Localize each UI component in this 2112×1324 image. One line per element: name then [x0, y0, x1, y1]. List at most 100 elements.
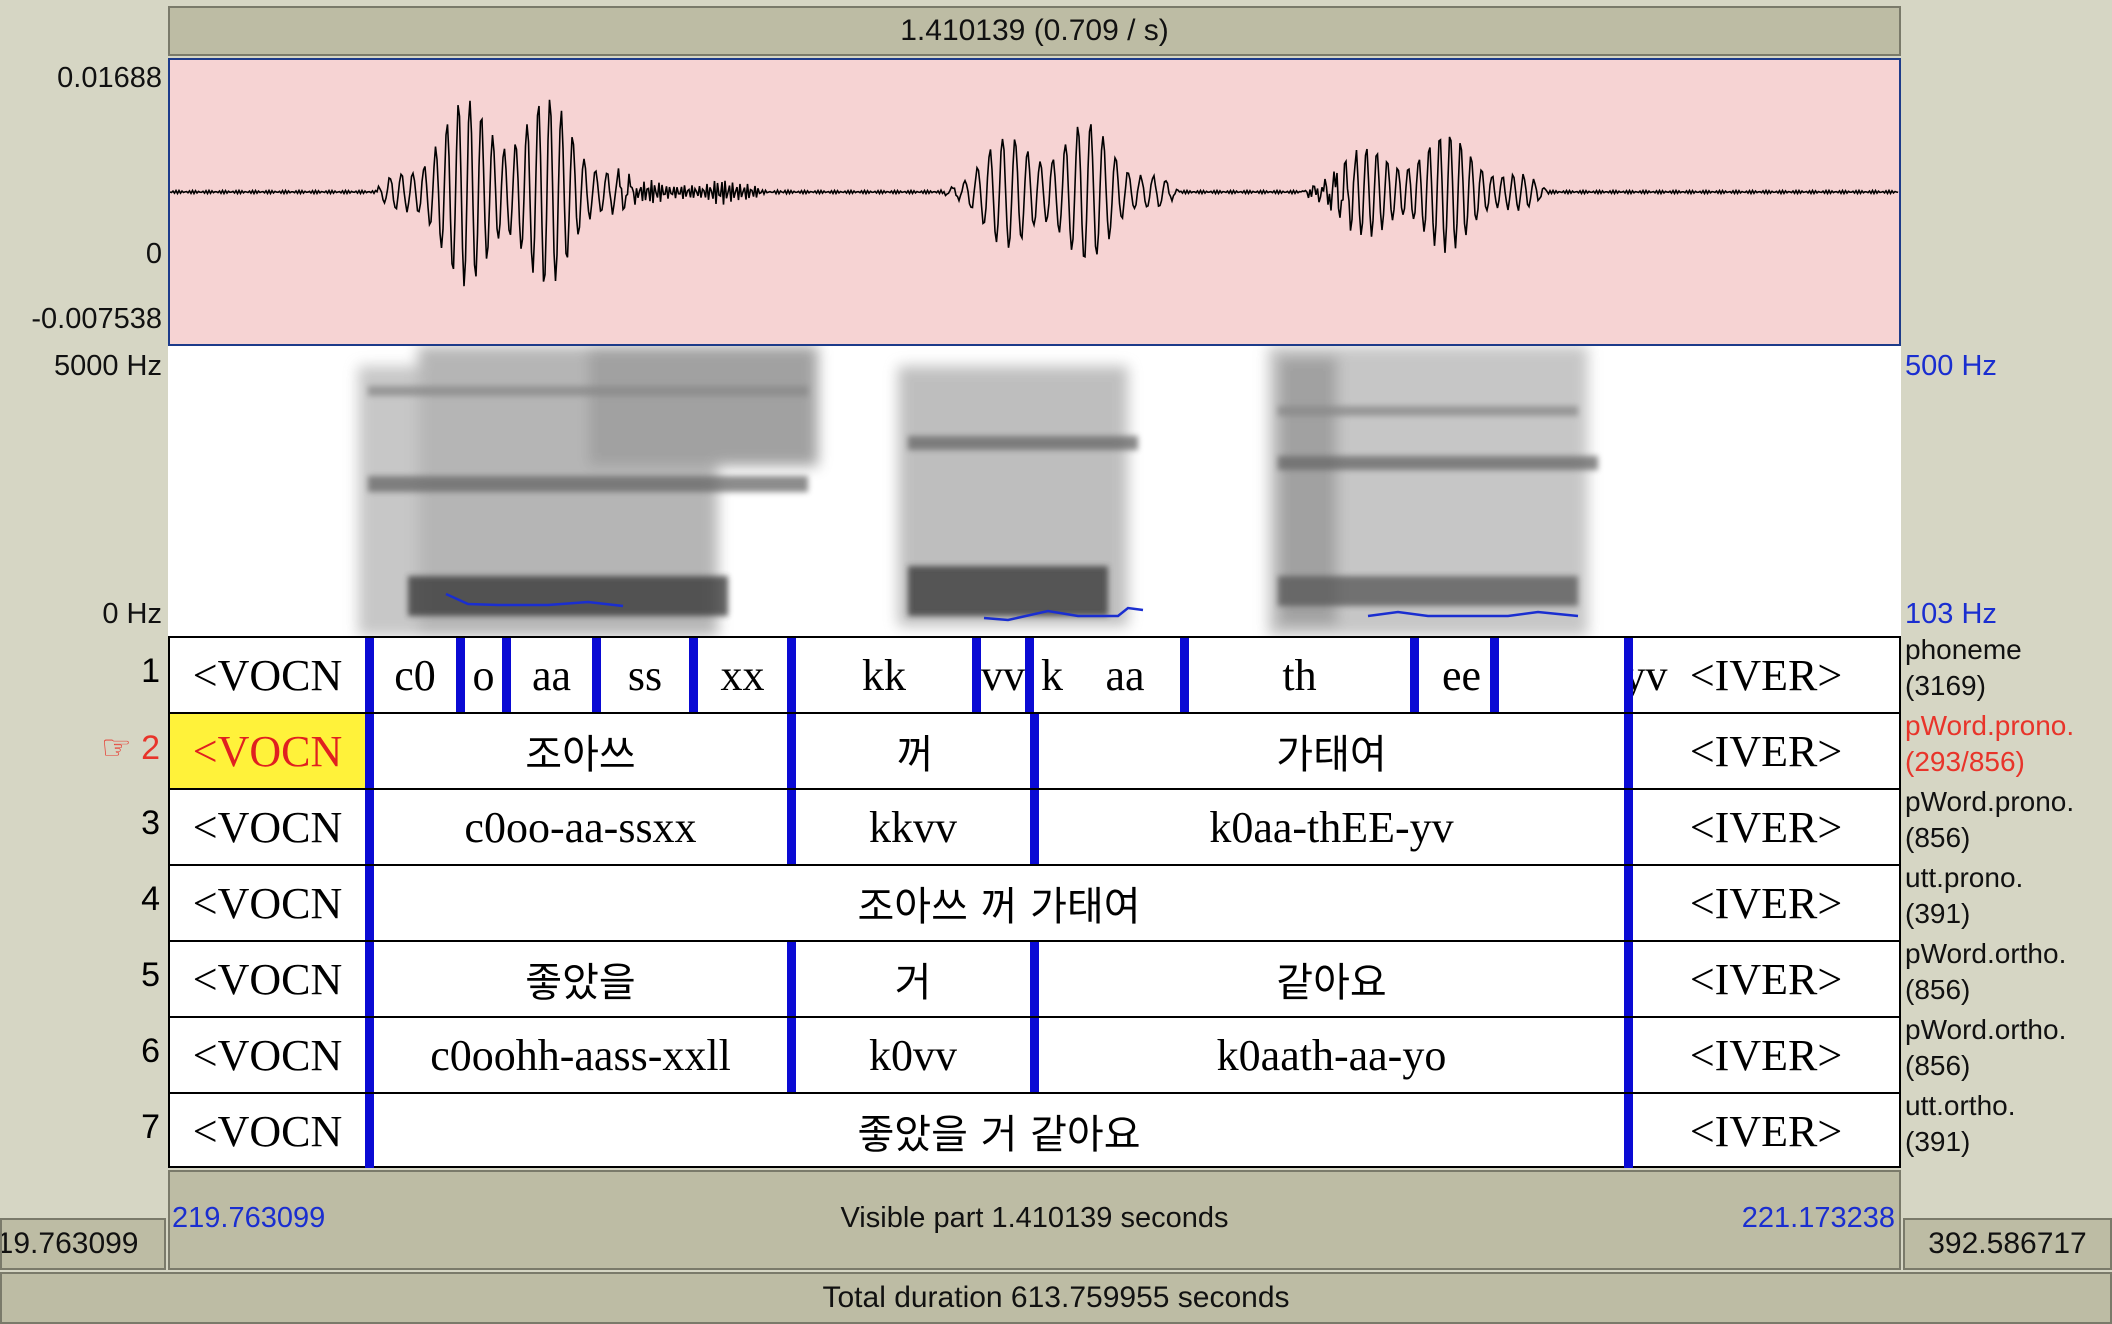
- interval[interactable]: kk: [862, 650, 906, 700]
- pitch-bottom-label: 103 Hz: [1905, 598, 1997, 630]
- spectrogram-panel[interactable]: [168, 346, 1901, 636]
- boundary[interactable]: [1624, 638, 1633, 712]
- interval[interactable]: <IVER>: [1689, 726, 1843, 776]
- tier-3-pword-prono[interactable]: <VOCN c0oo-aa-ssxx kkvv k0aa-thEE-yv <IV…: [170, 790, 1899, 866]
- boundary[interactable]: [1624, 714, 1633, 788]
- interval[interactable]: k0aa-thEE-yv: [1209, 802, 1454, 852]
- interval[interactable]: ee: [1441, 650, 1482, 700]
- boundary[interactable]: [787, 790, 796, 864]
- interval[interactable]: <VOCN: [192, 1030, 343, 1080]
- boundary[interactable]: [1624, 1018, 1633, 1092]
- spectrogram-image: [358, 346, 1598, 636]
- boundary[interactable]: [1180, 638, 1189, 712]
- interval[interactable]: th: [1282, 650, 1317, 700]
- tier-3-name: pWord.prono. (856): [1905, 786, 2075, 853]
- tier-1-name: phoneme (3169): [1905, 634, 2022, 701]
- spectrogram-bottom-freq: 0 Hz: [102, 598, 162, 630]
- interval[interactable]: xx: [720, 650, 765, 700]
- interval[interactable]: <VOCN: [192, 650, 343, 700]
- tier-6-name: pWord.ortho. (856): [1905, 1014, 2067, 1081]
- total-duration-bar[interactable]: Total duration 613.759955 seconds: [0, 1272, 2112, 1324]
- interval[interactable]: 조아쓰: [525, 732, 636, 778]
- boundary[interactable]: [1490, 638, 1499, 712]
- interval[interactable]: <IVER>: [1689, 954, 1843, 1004]
- interval[interactable]: c0oo-aa-ssxx: [464, 802, 697, 852]
- interval[interactable]: <IVER>: [1689, 650, 1843, 700]
- interval[interactable]: <VOCN: [192, 802, 343, 852]
- tier-7-number: 7: [141, 1108, 160, 1146]
- interval[interactable]: k: [1041, 650, 1063, 700]
- spectrogram-top-freq: 5000 Hz: [53, 350, 162, 382]
- boundary[interactable]: [1410, 638, 1419, 712]
- boundary[interactable]: [1624, 790, 1633, 864]
- boundary[interactable]: [1624, 866, 1633, 940]
- boundary[interactable]: [1030, 790, 1039, 864]
- visible-start-time: 219.763099: [172, 1202, 326, 1234]
- boundary[interactable]: [365, 714, 374, 788]
- interval[interactable]: c0oohh-aass-xxll: [430, 1030, 731, 1080]
- interval[interactable]: 좋았을: [525, 960, 636, 1006]
- boundary[interactable]: [972, 638, 981, 712]
- left-hidden-duration[interactable]: 219.763099: [0, 1218, 166, 1270]
- visible-part-bar[interactable]: 219.763099 Visible part 1.410139 seconds…: [168, 1170, 1901, 1270]
- boundary[interactable]: [365, 790, 374, 864]
- boundary[interactable]: [1025, 638, 1034, 712]
- interval[interactable]: <IVER>: [1689, 1106, 1843, 1156]
- interval[interactable]: 거: [894, 960, 932, 1006]
- boundary[interactable]: [365, 942, 374, 1016]
- interval[interactable]: 좋았을 거 같아요: [857, 1112, 1141, 1158]
- visible-end-time: 221.173238: [1741, 1202, 1895, 1234]
- boundary[interactable]: [787, 942, 796, 1016]
- boundary[interactable]: [1624, 942, 1633, 1016]
- interval[interactable]: <IVER>: [1689, 802, 1843, 852]
- boundary[interactable]: [1030, 942, 1039, 1016]
- interval[interactable]: o: [472, 650, 495, 700]
- interval[interactable]: <IVER>: [1689, 1030, 1843, 1080]
- boundary[interactable]: [502, 638, 511, 712]
- interval[interactable]: 조아쓰 꺼 가태여: [857, 884, 1141, 930]
- pitch-top-label: 500 Hz: [1905, 350, 1997, 382]
- right-hidden-duration[interactable]: 392.586717: [1903, 1218, 2112, 1270]
- tier-7-name: utt.ortho. (391): [1905, 1090, 2016, 1157]
- boundary[interactable]: [365, 638, 374, 712]
- boundary[interactable]: [365, 866, 374, 940]
- boundary[interactable]: [787, 1018, 796, 1092]
- interval[interactable]: aa: [1105, 650, 1145, 700]
- boundary[interactable]: [365, 1094, 374, 1168]
- interval[interactable]: kkvv: [869, 802, 957, 852]
- tier-7-utt-ortho[interactable]: <VOCN 좋았을 거 같아요 <IVER>: [170, 1094, 1899, 1170]
- tier-4-utt-prono[interactable]: <VOCN 조아쓰 꺼 가태여 <IVER>: [170, 866, 1899, 942]
- boundary[interactable]: [365, 1018, 374, 1092]
- interval[interactable]: 가태여: [1276, 732, 1387, 778]
- visible-part-label: Visible part 1.410139 seconds: [840, 1202, 1229, 1234]
- selection-duration-bar[interactable]: 1.410139 (0.709 / s): [168, 6, 1901, 56]
- waveform-panel[interactable]: [168, 58, 1901, 346]
- tier-1-number: 1: [141, 652, 160, 690]
- interval[interactable]: <VOCN: [192, 1106, 343, 1156]
- interval[interactable]: k0aath-aa-yo: [1216, 1030, 1447, 1080]
- boundary[interactable]: [456, 638, 465, 712]
- selected-interval[interactable]: <VOCN: [170, 714, 365, 788]
- selection-duration-label: 1.410139 (0.709 / s): [900, 14, 1169, 47]
- interval[interactable]: k0vv: [869, 1030, 957, 1080]
- interval[interactable]: <VOCN: [192, 878, 343, 928]
- boundary[interactable]: [1030, 1018, 1039, 1092]
- interval[interactable]: vv: [981, 650, 1025, 700]
- interval[interactable]: 꺼: [896, 732, 934, 778]
- interval[interactable]: <VOCN: [192, 954, 343, 1004]
- tier-6-pword-ortho[interactable]: <VOCN c0oohh-aass-xxll k0vv k0aath-aa-yo…: [170, 1018, 1899, 1094]
- interval[interactable]: <IVER>: [1689, 878, 1843, 928]
- interval[interactable]: aa: [531, 650, 572, 700]
- interval[interactable]: c0: [394, 650, 436, 700]
- boundary[interactable]: [689, 638, 698, 712]
- interval[interactable]: 같아요: [1276, 960, 1387, 1006]
- boundary[interactable]: [1624, 1094, 1633, 1168]
- boundary[interactable]: [592, 638, 601, 712]
- tier-5-pword-ortho[interactable]: <VOCN 좋았을 거 같아요 <IVER>: [170, 942, 1899, 1018]
- boundary[interactable]: [787, 714, 796, 788]
- boundary[interactable]: [787, 638, 796, 712]
- tier-1-phoneme[interactable]: <VOCN c0 o aa ss xx kk vv k aa th ee yv …: [170, 638, 1899, 714]
- boundary[interactable]: [1030, 714, 1039, 788]
- interval[interactable]: ss: [627, 650, 663, 700]
- tier-2-pword-prono[interactable]: <VOCN 조아쓰 꺼 가태여 <IVER>: [170, 714, 1899, 790]
